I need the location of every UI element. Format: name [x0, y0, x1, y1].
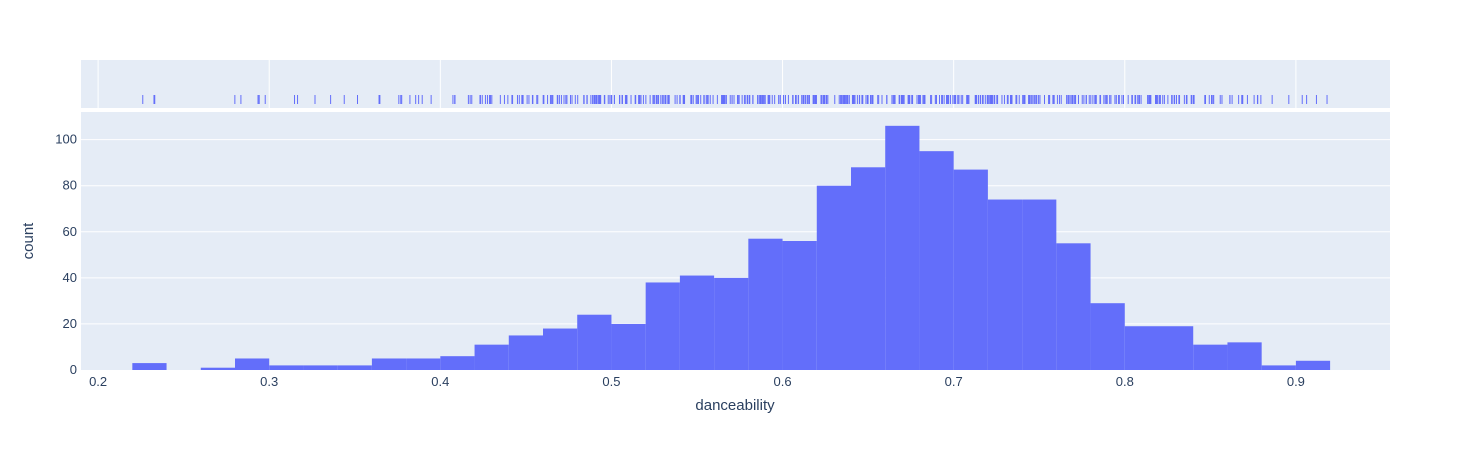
histogram-bar[interactable]: [1022, 199, 1057, 370]
histogram-bar[interactable]: [269, 365, 304, 370]
histogram-bar[interactable]: [1124, 326, 1159, 370]
x-tick-label: 0.6: [774, 374, 792, 389]
histogram-bar[interactable]: [337, 365, 372, 370]
y-axis-tick-labels: 0 20 40 60 80 100: [55, 132, 77, 377]
histogram-bar[interactable]: [748, 238, 783, 370]
x-tick-label: 0.5: [602, 374, 620, 389]
rug-marks: [142, 95, 1328, 104]
x-axis-tick-labels: 0.2 0.3 0.4 0.5 0.6 0.7 0.8 0.9: [89, 374, 1305, 389]
histogram-bar[interactable]: [714, 277, 749, 370]
histogram-bar[interactable]: [987, 199, 1023, 370]
x-axis-title: danceability: [695, 397, 775, 414]
x-tick-label: 0.7: [945, 374, 963, 389]
y-tick-label: 100: [55, 132, 77, 147]
y-tick-label: 60: [63, 224, 77, 239]
histogram-bar[interactable]: [440, 356, 475, 370]
histogram-bar[interactable]: [200, 367, 235, 370]
x-tick-label: 0.4: [431, 374, 449, 389]
y-tick-label: 0: [70, 362, 77, 377]
histogram-bar[interactable]: [371, 358, 407, 370]
y-axis-title: count: [20, 222, 37, 260]
histogram-bar[interactable]: [885, 125, 920, 370]
y-tick-label: 40: [63, 270, 77, 285]
histogram-bar[interactable]: [1056, 243, 1091, 370]
x-tick-label: 0.8: [1116, 374, 1134, 389]
histogram-bar[interactable]: [679, 275, 715, 370]
histogram-bar[interactable]: [953, 169, 988, 370]
histogram-bar[interactable]: [919, 151, 954, 370]
histogram-bar[interactable]: [1295, 360, 1331, 370]
histogram-bars: [132, 125, 1331, 370]
histogram-bar[interactable]: [543, 328, 578, 370]
histogram-bar[interactable]: [611, 323, 646, 370]
histogram-bar[interactable]: [1227, 342, 1262, 370]
y-tick-label: 80: [63, 178, 77, 193]
histogram-bar[interactable]: [577, 314, 612, 370]
histogram-bar[interactable]: [645, 282, 680, 370]
histogram-bar[interactable]: [303, 365, 338, 370]
histogram-bar[interactable]: [508, 335, 543, 370]
histogram-bar[interactable]: [1193, 344, 1228, 370]
histogram-bar[interactable]: [1159, 326, 1194, 370]
histogram-bar[interactable]: [474, 344, 509, 370]
x-tick-label: 0.9: [1287, 374, 1305, 389]
histogram-bar[interactable]: [406, 358, 441, 370]
histogram-bar[interactable]: [1261, 365, 1296, 370]
y-tick-label: 20: [63, 316, 77, 331]
histogram-bar[interactable]: [816, 185, 851, 370]
histogram-bar[interactable]: [1090, 303, 1125, 370]
x-tick-label: 0.2: [89, 374, 107, 389]
x-tick-label: 0.3: [260, 374, 278, 389]
histogram-bar[interactable]: [782, 241, 817, 370]
histogram-bar[interactable]: [132, 363, 167, 370]
histogram-bar[interactable]: [851, 167, 886, 370]
histogram-bar[interactable]: [235, 358, 270, 370]
